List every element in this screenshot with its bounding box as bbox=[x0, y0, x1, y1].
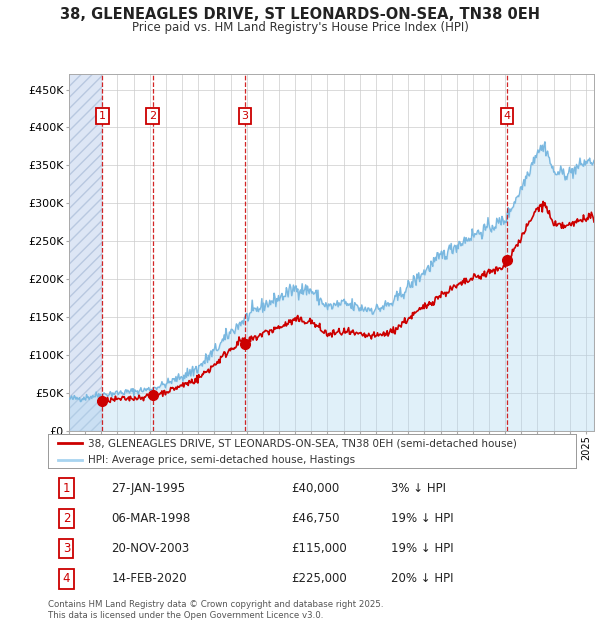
Text: 14-FEB-2020: 14-FEB-2020 bbox=[112, 572, 187, 585]
Text: Price paid vs. HM Land Registry's House Price Index (HPI): Price paid vs. HM Land Registry's House … bbox=[131, 21, 469, 34]
Text: 3% ↓ HPI: 3% ↓ HPI bbox=[391, 482, 446, 495]
Text: Contains HM Land Registry data © Crown copyright and database right 2025.
This d: Contains HM Land Registry data © Crown c… bbox=[48, 600, 383, 620]
Text: 2: 2 bbox=[149, 111, 156, 121]
Text: 20% ↓ HPI: 20% ↓ HPI bbox=[391, 572, 454, 585]
Text: 3: 3 bbox=[63, 542, 70, 555]
Text: £225,000: £225,000 bbox=[291, 572, 347, 585]
Text: 2: 2 bbox=[63, 512, 70, 525]
Text: £40,000: £40,000 bbox=[291, 482, 339, 495]
Text: 3: 3 bbox=[241, 111, 248, 121]
Text: 19% ↓ HPI: 19% ↓ HPI bbox=[391, 542, 454, 555]
Text: 4: 4 bbox=[63, 572, 70, 585]
Text: 19% ↓ HPI: 19% ↓ HPI bbox=[391, 512, 454, 525]
Text: 1: 1 bbox=[99, 111, 106, 121]
Text: 38, GLENEAGLES DRIVE, ST LEONARDS-ON-SEA, TN38 0EH (semi-detached house): 38, GLENEAGLES DRIVE, ST LEONARDS-ON-SEA… bbox=[88, 438, 517, 448]
Text: 06-MAR-1998: 06-MAR-1998 bbox=[112, 512, 191, 525]
Text: £115,000: £115,000 bbox=[291, 542, 347, 555]
Text: 27-JAN-1995: 27-JAN-1995 bbox=[112, 482, 185, 495]
Text: 4: 4 bbox=[503, 111, 511, 121]
Bar bbox=[69, 74, 103, 431]
Text: 38, GLENEAGLES DRIVE, ST LEONARDS-ON-SEA, TN38 0EH: 38, GLENEAGLES DRIVE, ST LEONARDS-ON-SEA… bbox=[60, 7, 540, 22]
Bar bbox=[69, 74, 103, 431]
Text: 20-NOV-2003: 20-NOV-2003 bbox=[112, 542, 190, 555]
Text: HPI: Average price, semi-detached house, Hastings: HPI: Average price, semi-detached house,… bbox=[88, 454, 355, 464]
Text: 1: 1 bbox=[63, 482, 70, 495]
Text: £46,750: £46,750 bbox=[291, 512, 340, 525]
